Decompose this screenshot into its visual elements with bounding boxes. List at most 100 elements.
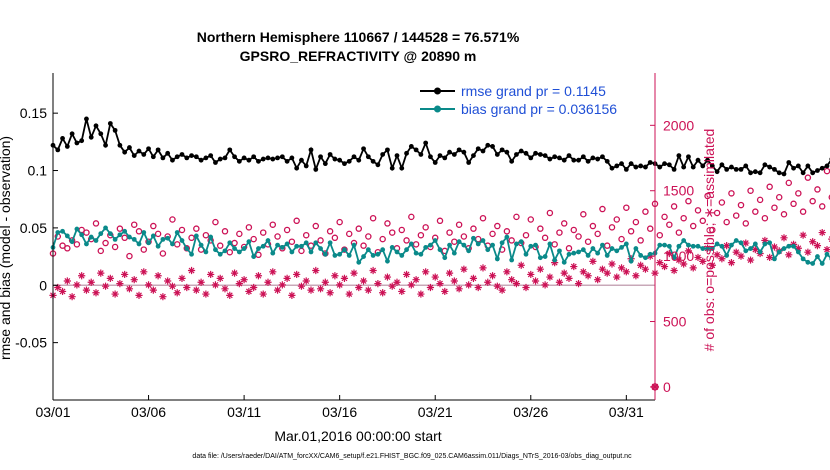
possible-obs-point (379, 235, 386, 243)
bias-point (74, 226, 80, 232)
rmse-point (690, 164, 696, 170)
possible-obs-point (689, 222, 697, 230)
assimilated-obs-point (766, 253, 774, 262)
bias-point (351, 242, 357, 248)
assimilated-obs-point (574, 279, 583, 288)
assimilated-obs-point (264, 278, 272, 286)
possible-obs-point (642, 208, 649, 215)
rmse-point (404, 150, 409, 156)
possible-obs-point (713, 209, 721, 217)
bias-point (480, 238, 486, 243)
bias-point (136, 241, 142, 247)
legend-bias-marker (434, 105, 441, 113)
bias-point (356, 259, 362, 265)
possible-obs-point (823, 167, 830, 175)
bias-point (64, 233, 70, 239)
right-y-tick-label: 0 (663, 379, 671, 395)
possible-obs-point (589, 222, 597, 230)
legend-rmse-label: rmse grand pr = 0.1145 (461, 83, 606, 99)
assimilated-obs-point (522, 283, 530, 292)
chart-subtitle: GPSRO_REFRACTIVITY @ 20890 m (240, 48, 477, 64)
rmse-point (442, 155, 448, 161)
bias-point (203, 249, 209, 255)
rmse-point (576, 157, 581, 163)
assimilated-obs-point (135, 291, 143, 299)
rmse-point (342, 161, 347, 167)
rmse-point (408, 144, 414, 149)
assimilated-obs-point (675, 256, 683, 264)
rmse-point (805, 163, 811, 169)
bias-point (695, 243, 701, 249)
possible-obs-point (259, 229, 267, 236)
assimilated-obs-point (197, 278, 205, 286)
rmse-point (528, 155, 534, 161)
rmse-point (146, 146, 151, 152)
possible-obs-point (723, 218, 730, 226)
rmse-point (580, 154, 586, 160)
bias-point (394, 249, 400, 255)
rmse-point (193, 154, 199, 160)
legend-bias-label: bias grand pr = 0.036156 (461, 101, 617, 117)
bias-point (561, 259, 567, 265)
assimilated-obs-point (297, 282, 306, 290)
assimilated-obs-point (656, 259, 664, 267)
possible-obs-point (73, 241, 81, 248)
possible-obs-point (565, 245, 573, 252)
bias-point (552, 257, 558, 263)
assimilated-obs-point (173, 289, 181, 297)
bias-point (528, 243, 534, 249)
assimilated-obs-point (240, 276, 248, 284)
assimilated-obs-point (799, 231, 807, 239)
possible-obs-point (269, 221, 277, 228)
rmse-point (480, 148, 486, 154)
bias-point (471, 235, 476, 241)
assimilated-obs-point (250, 283, 258, 292)
assimilated-obs-point (723, 242, 731, 250)
assimilated-obs-point (259, 290, 267, 298)
bias-point (141, 230, 147, 235)
rmse-point (819, 165, 825, 171)
rmse-point (437, 153, 443, 159)
assimilated-obs-point (288, 291, 296, 299)
assimilated-obs-point (159, 293, 167, 301)
possible-obs-point (785, 179, 793, 187)
bias-point (657, 242, 663, 248)
assimilated-obs-point (87, 278, 95, 286)
assimilated-obs-point (708, 261, 716, 269)
rmse-point (365, 154, 371, 160)
rmse-point (60, 136, 65, 141)
bias-point (752, 241, 758, 247)
assimilated-obs-point (484, 278, 492, 286)
bias-point (743, 248, 749, 254)
possible-obs-point (111, 243, 119, 251)
bias-point (485, 247, 491, 253)
bias-point (719, 243, 725, 249)
bias-point (260, 243, 266, 249)
rmse-point (294, 165, 300, 171)
assimilated-obs-point (207, 270, 215, 279)
rmse-point (681, 164, 687, 170)
rmse-point (127, 145, 132, 150)
rmse-point (695, 157, 701, 163)
assimilated-obs-point (254, 272, 263, 280)
rmse-point (499, 147, 505, 153)
possible-obs-point (541, 234, 549, 242)
bias-point (322, 251, 328, 257)
assimilated-obs-point (140, 268, 148, 276)
possible-obs-point (97, 247, 105, 255)
possible-obs-point (64, 245, 71, 252)
left-y-tick-label: 0 (39, 277, 47, 293)
possible-obs-point (336, 218, 343, 226)
bias-point (155, 243, 161, 249)
rmse-point (351, 154, 357, 160)
rmse-point (724, 166, 730, 172)
bias-point (232, 246, 237, 251)
bias-point (509, 257, 515, 263)
assimilated-obs-point (732, 248, 740, 256)
possible-obs-point (150, 222, 157, 230)
rmse-point (795, 163, 801, 169)
rmse-point (709, 163, 715, 169)
assimilated-obs-point (479, 264, 487, 272)
rmse-point (322, 161, 328, 167)
possible-obs-point (666, 221, 673, 228)
